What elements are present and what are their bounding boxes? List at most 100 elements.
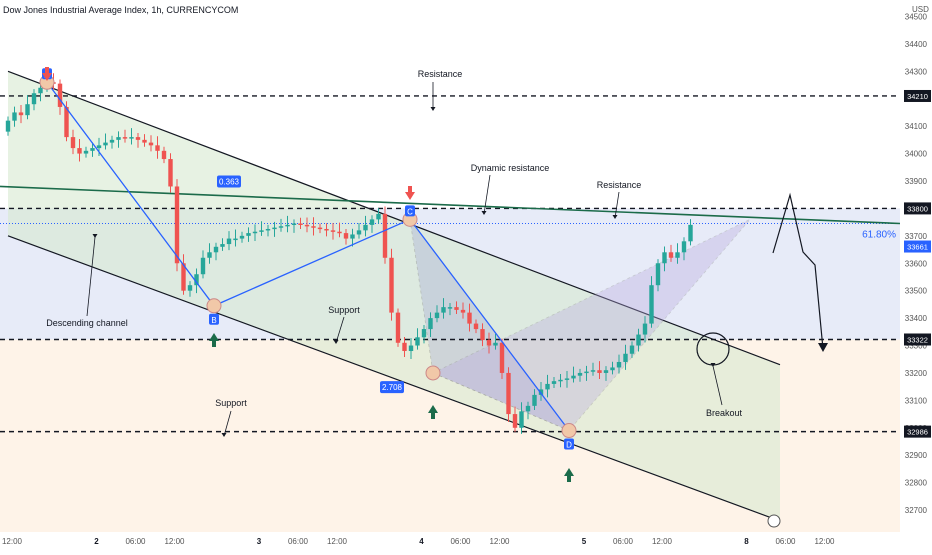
buy-arrow-b-shaft [212, 341, 216, 347]
candle-body [291, 223, 297, 225]
candle-body [350, 234, 355, 239]
candle-body [506, 372, 511, 415]
candle-body [103, 142, 108, 146]
candle-body [551, 381, 557, 384]
ratio-bc-bg [380, 381, 404, 394]
candle-body [382, 213, 388, 258]
y-tick-label: 32900 [905, 451, 928, 460]
y-tick-label: 34000 [905, 150, 928, 159]
x-tick-label: 2 [94, 537, 99, 546]
candle-body [584, 371, 589, 374]
candle-body [441, 307, 446, 313]
y-tick-label: 33600 [905, 259, 928, 268]
candle-body [421, 329, 427, 338]
annotation-pointer [335, 316, 345, 344]
candle-body [402, 342, 407, 352]
candle-body [200, 257, 206, 275]
x-tick-label: 4 [419, 537, 424, 546]
candle-body [545, 383, 550, 390]
candle-body [610, 367, 615, 371]
buy-arrow-d-shaft [567, 476, 571, 482]
point-badge-c [405, 205, 415, 217]
candle-body [265, 228, 271, 231]
candle-body [38, 87, 43, 94]
fib-label: 61.80% [862, 229, 896, 240]
projected-path [772, 192, 824, 350]
candle-body [532, 394, 537, 406]
candle-body [629, 345, 635, 354]
y-tick-label: 34500 [905, 12, 928, 21]
y-tick-label: 33400 [905, 314, 928, 323]
candle-body [447, 307, 453, 309]
annotation-pointer-head [92, 234, 98, 238]
candle-body [655, 263, 661, 286]
y-tick-label: 33300 [905, 342, 928, 351]
annotation-resistance-top: Resistance [418, 69, 463, 79]
annotation-pointer [614, 191, 620, 219]
candle-body [194, 274, 199, 286]
annotation-pointer [483, 174, 491, 215]
candle-body [363, 224, 368, 231]
candle-body [109, 139, 115, 143]
currency-label: USD [912, 5, 929, 14]
point-badge-d [564, 438, 574, 450]
candle-body [285, 224, 290, 227]
y-tick-label: 34400 [905, 40, 928, 49]
candle-body [642, 323, 648, 335]
candle-body [577, 372, 583, 376]
candle-body [181, 263, 186, 291]
y-tick-label: 33100 [905, 396, 928, 405]
candle-body [207, 252, 212, 258]
price-badge-32986: 32986 [907, 428, 928, 437]
candle-body [395, 312, 401, 343]
annotation-pointer-head [333, 340, 339, 344]
candle-body [174, 186, 180, 264]
x-tick-label: 3 [257, 537, 262, 546]
annotation-resistance-right: Resistance [597, 180, 642, 190]
candle-body [597, 370, 602, 373]
annotation-pointer [712, 365, 723, 406]
candle-body [623, 353, 628, 362]
price-badge-bg [904, 333, 931, 346]
candle-body [70, 137, 76, 149]
descending-channel-fill [8, 71, 780, 522]
candle-body [356, 230, 362, 235]
candle-body [77, 148, 82, 154]
price-badge-bg [904, 202, 931, 215]
y-tick-label: 33500 [905, 287, 928, 296]
candle-body [460, 309, 466, 313]
y-tick-label: 32700 [905, 506, 928, 515]
candle-body [57, 83, 63, 107]
candle-body [259, 230, 264, 232]
candle-body [473, 323, 479, 330]
candle-body [434, 312, 440, 319]
sell-arrow-a [42, 73, 52, 81]
candle-body [96, 145, 102, 149]
candle-body [428, 318, 433, 330]
buy-arrow-d [564, 468, 574, 476]
candle-body [135, 137, 141, 140]
candle-body [688, 224, 693, 242]
buy-arrow-b [209, 333, 219, 341]
candle-body [226, 238, 232, 245]
candle-body [480, 329, 485, 341]
candle-body [239, 235, 245, 239]
annotation-breakout: Breakout [706, 408, 743, 418]
dynamic-resistance-line [0, 185, 901, 225]
candle-body [454, 307, 459, 310]
x-tick-label: 12:00 [489, 537, 510, 546]
annotation-dynamic-resistance: Dynamic resistance [471, 163, 550, 173]
candle-body [64, 106, 69, 138]
candle-body [187, 285, 193, 291]
candle-body [220, 244, 225, 247]
candle-body [538, 389, 544, 395]
point-label-c: C [407, 207, 413, 216]
annotation-pointer-head [430, 107, 436, 111]
candle-body [155, 145, 160, 151]
buy-arrow-x-shaft [431, 413, 435, 419]
x-tick-label: 06:00 [613, 537, 634, 546]
candle-body [122, 137, 128, 139]
candle-body [499, 342, 505, 373]
